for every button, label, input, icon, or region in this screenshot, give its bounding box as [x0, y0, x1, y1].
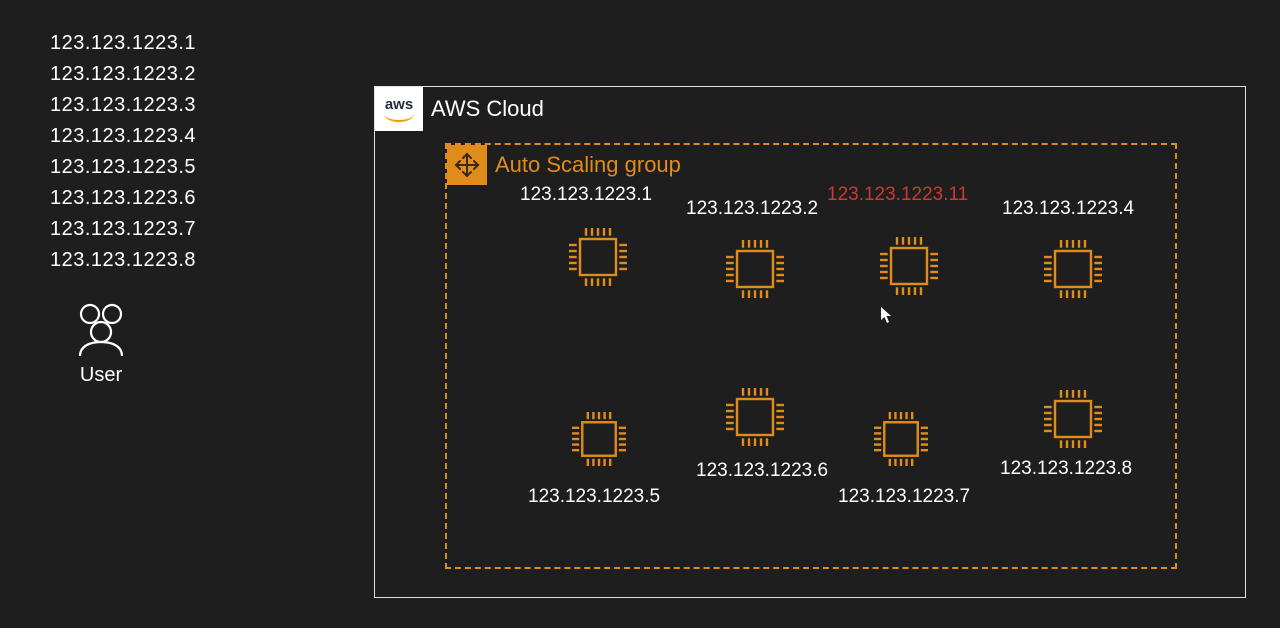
- ip-item: 123.123.1223.8: [50, 245, 196, 276]
- ec2-instance-icon: [1044, 240, 1102, 298]
- mouse-cursor-icon: [880, 306, 894, 329]
- ip-item: 123.123.1223.4: [50, 121, 196, 152]
- auto-scaling-icon: [447, 145, 487, 185]
- instance-ip-label: 123.123.1223.1: [520, 184, 652, 206]
- aws-cloud-title: AWS Cloud: [431, 96, 544, 122]
- ec2-instance-icon: [874, 412, 928, 466]
- ec2-instance-icon: [726, 240, 784, 298]
- ip-item: 123.123.1223.6: [50, 183, 196, 214]
- ip-item: 123.123.1223.3: [50, 90, 196, 121]
- ec2-instance-icon: [1044, 390, 1102, 448]
- asg-header: Auto Scaling group: [447, 145, 681, 185]
- user-block: User: [70, 300, 132, 387]
- aws-cloud-box: aws AWS Cloud Auto Scaling grou: [374, 86, 1246, 598]
- ec2-instance-icon: [572, 412, 626, 466]
- instance-ip-label: 123.123.1223.8: [1000, 458, 1132, 480]
- asg-title: Auto Scaling group: [495, 152, 681, 178]
- user-label: User: [70, 364, 132, 387]
- instance-ip-label: 123.123.1223.5: [528, 486, 660, 508]
- ip-item: 123.123.1223.2: [50, 59, 196, 90]
- instance-ip-label: 123.123.1223.2: [686, 198, 818, 220]
- ec2-instance-icon: [569, 228, 627, 286]
- ip-item: 123.123.1223.1: [50, 28, 196, 59]
- instance-ip-label: 123.123.1223.7: [838, 486, 970, 508]
- instance-ip-label: 123.123.1223.6: [696, 460, 828, 482]
- ec2-instance-icon: [880, 237, 938, 295]
- aws-logo-text: aws: [385, 97, 413, 112]
- ec2-instance-icon: [726, 388, 784, 446]
- ip-item: 123.123.1223.7: [50, 214, 196, 245]
- aws-logo-icon: aws: [375, 87, 423, 131]
- users-icon: [70, 300, 132, 358]
- ip-item: 123.123.1223.5: [50, 152, 196, 183]
- ip-address-list: 123.123.1223.1 123.123.1223.2 123.123.12…: [50, 28, 196, 276]
- instance-ip-label: 123.123.1223.4: [1002, 198, 1134, 220]
- instance-ip-label: 123.123.1223.11: [827, 184, 968, 206]
- aws-cloud-header: aws AWS Cloud: [375, 87, 544, 131]
